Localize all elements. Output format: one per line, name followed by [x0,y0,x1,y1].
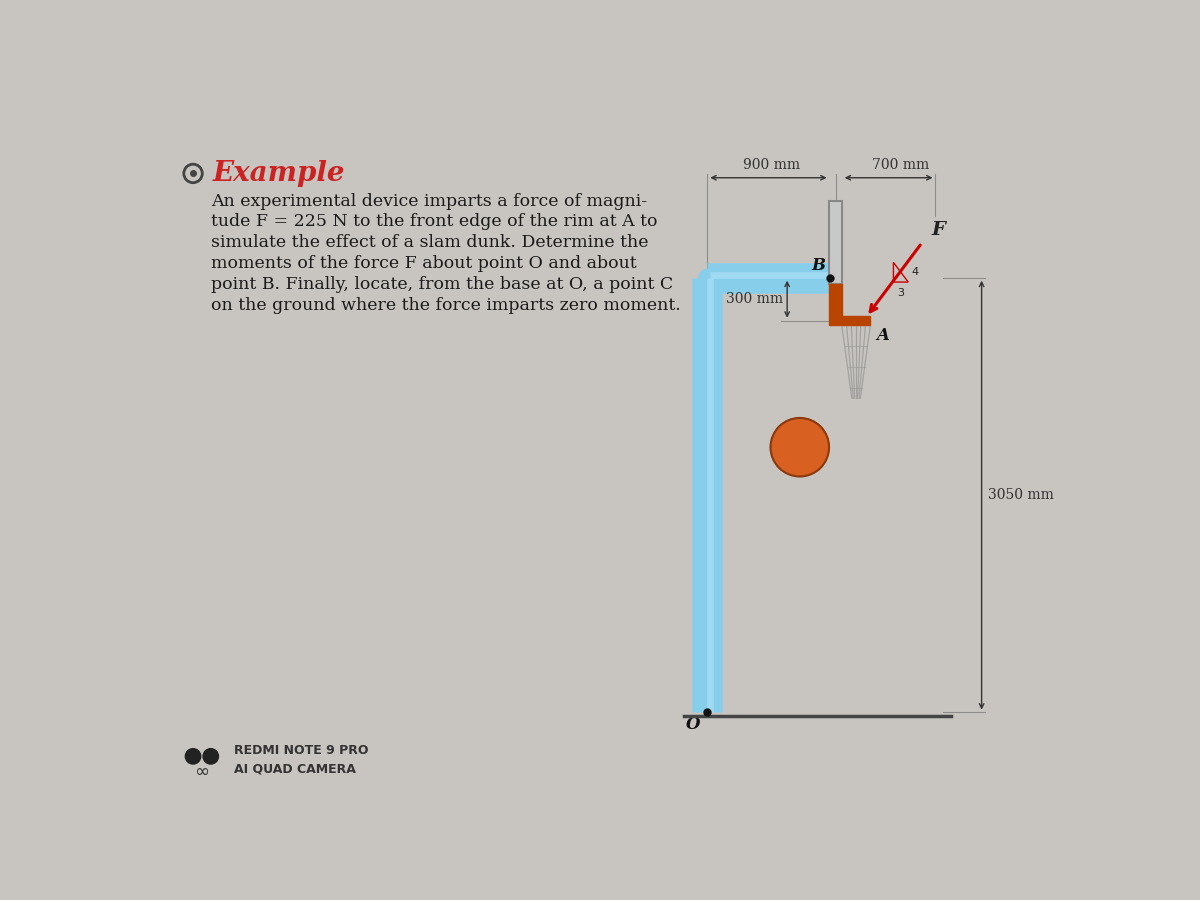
Text: 3: 3 [898,288,905,298]
Text: O: O [686,716,701,734]
Bar [842,316,870,325]
Circle shape [185,749,200,764]
Text: 900 mm: 900 mm [743,158,800,172]
Circle shape [770,418,829,476]
Circle shape [203,749,218,764]
Text: F: F [931,220,946,238]
Text: on the ground where the force imparts zero moment.: on the ground where the force imparts ze… [211,297,680,313]
Text: REDMI NOTE 9 PRO: REDMI NOTE 9 PRO [234,744,368,758]
Text: 3050 mm: 3050 mm [988,488,1054,502]
Text: simulate the effect of a slam dunk. Determine the: simulate the effect of a slam dunk. Dete… [211,234,648,251]
Bar [829,201,842,284]
Text: A: A [876,327,889,344]
Text: An experimental device imparts a force of magni-: An experimental device imparts a force o… [211,193,647,210]
Text: AI QUAD CAMERA: AI QUAD CAMERA [234,762,355,775]
Circle shape [698,269,716,286]
Text: B: B [811,257,826,274]
Text: ∞: ∞ [194,762,209,780]
Text: tude F = 225 N to the front edge of the rim at A to: tude F = 225 N to the front edge of the … [211,213,658,230]
Text: point B. Finally, locate, from the base at O, a point C: point B. Finally, locate, from the base … [211,276,673,292]
Text: moments of the force F about point O and about: moments of the force F about point O and… [211,255,636,272]
Text: 300 mm: 300 mm [726,292,784,306]
Bar [829,284,842,325]
Text: Example: Example [214,160,346,187]
Text: 4: 4 [911,267,918,277]
Text: 700 mm: 700 mm [872,158,930,172]
